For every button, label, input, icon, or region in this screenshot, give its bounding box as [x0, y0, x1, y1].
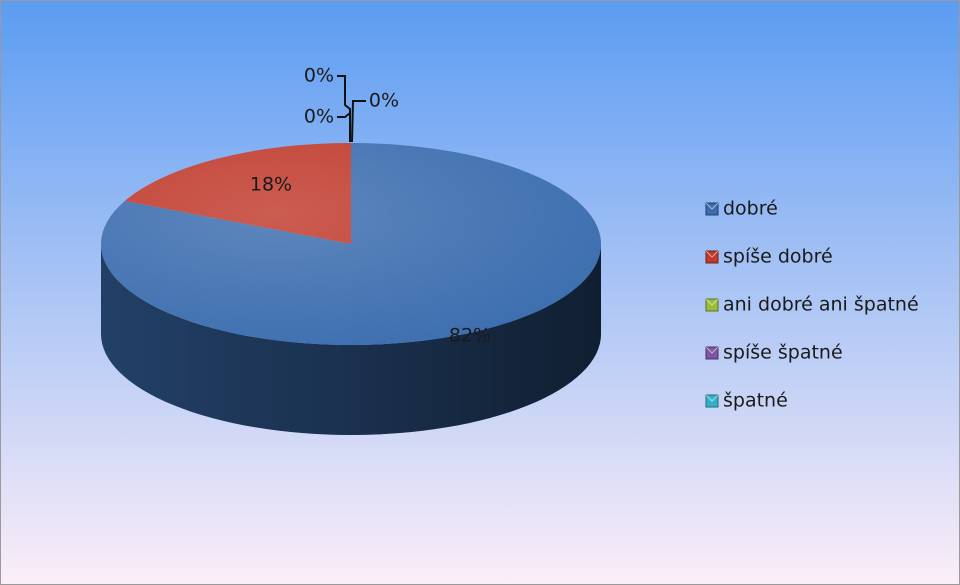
legend-item-0: dobré: [705, 198, 778, 220]
legend-label-3: spíše špatné: [723, 342, 843, 364]
data-label-3: 0%: [304, 106, 334, 128]
legend-item-1: spíše dobré: [705, 246, 833, 268]
pie-side-shade-0: [101, 244, 601, 435]
legend-label-4: špatné: [723, 390, 788, 412]
leader-line-2: [351, 100, 366, 143]
legend-label-0: dobré: [723, 198, 778, 220]
legend-item-3: spíše špatné: [705, 342, 843, 364]
data-label-2: 0%: [304, 65, 334, 87]
data-label-4: 0%: [369, 90, 399, 112]
data-label-1: 18%: [250, 174, 292, 196]
data-label-0: 82%: [449, 325, 491, 347]
legend-item-2: ani dobré ani špatné: [705, 294, 919, 316]
leader-line-0: [337, 75, 351, 142]
legend-label-1: spíše dobré: [723, 246, 833, 268]
leader-line-1: [337, 112, 351, 118]
legend-item-4: špatné: [705, 390, 788, 412]
pie-gloss: [101, 143, 601, 345]
legend-label-2: ani dobré ani špatné: [723, 294, 919, 316]
